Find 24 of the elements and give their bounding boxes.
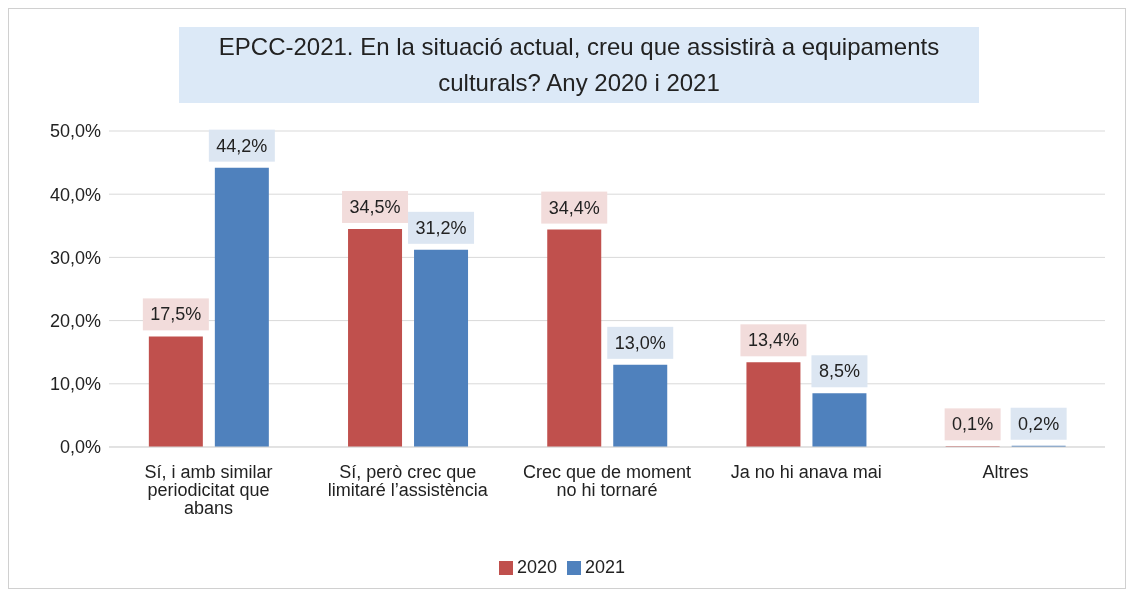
data-label: 13,0% (614, 332, 666, 353)
data-label: 31,2% (415, 217, 467, 238)
y-tick-label: 10,0% (49, 374, 101, 395)
x-tick-label: Crec que de moment no hi tornaré (522, 461, 692, 500)
data-label: 34,4% (548, 197, 600, 218)
legend-label: 2021 (585, 557, 626, 577)
y-tick-label: 50,0% (49, 121, 101, 142)
x-tick-label: Altres (982, 461, 1029, 482)
data-label: 44,2% (216, 135, 268, 156)
legend-label: 2020 (516, 557, 557, 577)
chart-title: EPCC-2021. En la situació actual, creu que assistirà a equipaments culturals? Any 2020 i 2021 (179, 27, 979, 103)
data-label: 0,2% (1018, 413, 1060, 434)
x-tick-label: Sí, però crec que limitaré l’assistència (327, 461, 489, 500)
data-label: 17,5% (150, 304, 202, 325)
y-tick-label: 20,0% (49, 310, 101, 331)
x-tick-label: Ja no hi anava mai (730, 461, 882, 482)
y-tick-label: 0,0% (59, 437, 101, 458)
y-tick-label: 30,0% (49, 247, 101, 268)
x-tick-label: Sí, i amb similar periodicitat que abans (144, 461, 273, 518)
data-label: 34,5% (349, 196, 401, 217)
data-label: 8,5% (818, 361, 860, 382)
data-label: 0,1% (952, 414, 994, 435)
data-label: 13,4% (747, 330, 799, 351)
y-tick-label: 40,0% (49, 184, 101, 205)
